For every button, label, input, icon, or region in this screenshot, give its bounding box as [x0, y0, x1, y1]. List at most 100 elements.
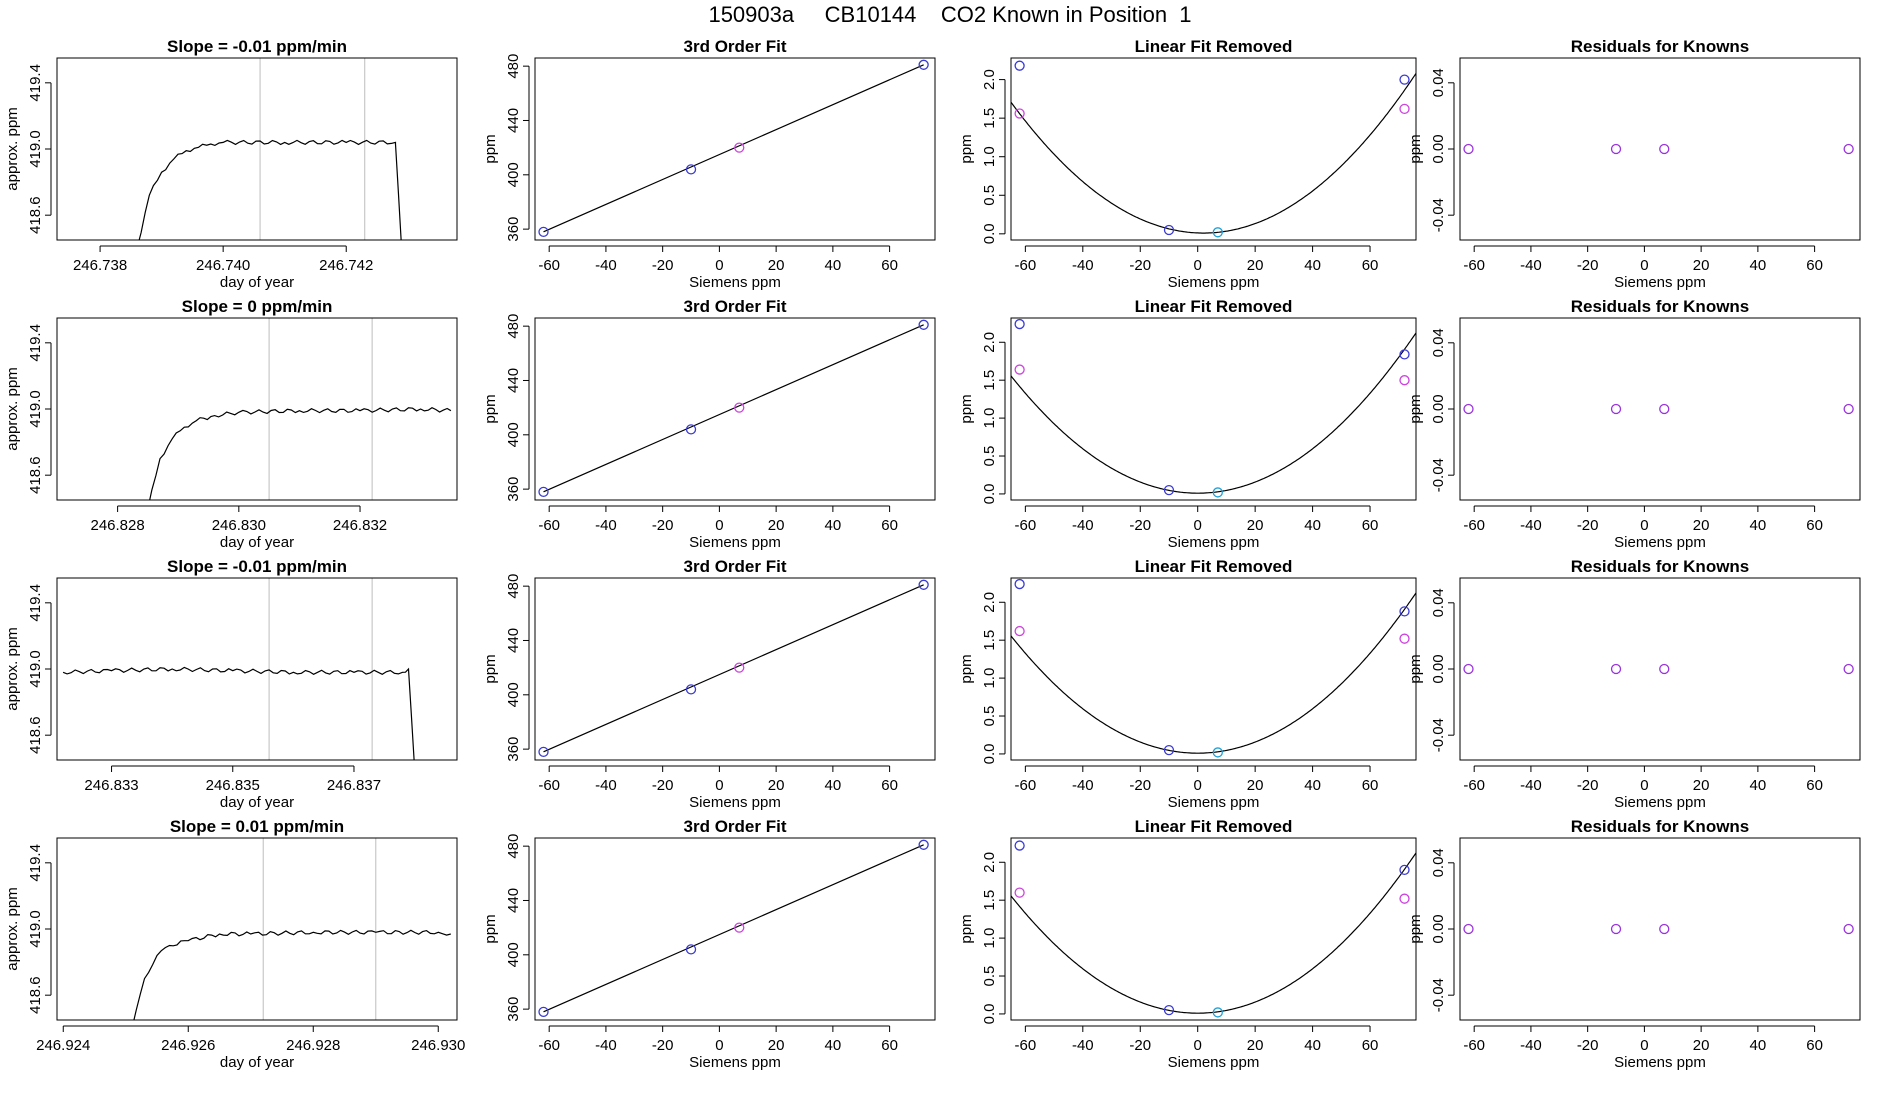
- data-point: [1399, 103, 1410, 115]
- fit-curve: [1011, 332, 1416, 494]
- x-tick-label: 246.837: [327, 777, 381, 794]
- data-point: [1399, 74, 1410, 85]
- x-tick-label: 20: [1693, 1037, 1710, 1054]
- y-tick-label: 2.0: [981, 852, 998, 873]
- y-tick-label: 440: [505, 888, 522, 913]
- x-tick-label: 0: [1640, 777, 1648, 794]
- y-tick-label: 1.5: [981, 630, 998, 651]
- y-tick-label: 400: [505, 682, 522, 707]
- data-point: [685, 164, 697, 175]
- x-tick-label: 60: [1362, 777, 1379, 794]
- chart-title: Residuals for Knowns: [1571, 557, 1750, 576]
- x-tick-label: -60: [1015, 517, 1037, 534]
- y-tick-label: 419.4: [27, 324, 44, 362]
- plot-frame: [1010, 317, 1417, 501]
- data-point: [918, 59, 929, 70]
- x-tick-label: 0: [1194, 777, 1202, 794]
- x-tick-label: 40: [1750, 777, 1767, 794]
- x-tick-label: -40: [1520, 517, 1542, 534]
- y-tick-label: 419.0: [27, 130, 44, 168]
- x-tick-label: -40: [1072, 777, 1094, 794]
- y-axis-label: ppm: [482, 134, 499, 163]
- plot-area: [62, 666, 415, 760]
- x-axis-label: Siemens ppm: [1614, 274, 1706, 291]
- data-point: [734, 142, 745, 153]
- x-axis-label: Siemens ppm: [1614, 534, 1706, 551]
- y-tick-label: 400: [505, 162, 522, 187]
- x-tick-label: 60: [1362, 517, 1379, 534]
- y-tick-label: 480: [505, 314, 522, 339]
- data-point: [1014, 108, 1025, 119]
- y-tick-label: 1.5: [981, 370, 998, 391]
- x-tick-label: -20: [652, 257, 674, 274]
- chart-r3-residual: Residuals for Knowns -60 -40 -20 0 20 40 60 Siem…: [1407, 817, 1861, 1071]
- plot-frame: [534, 577, 936, 761]
- data-point: [1610, 143, 1622, 155]
- x-tick-label: 246.926: [161, 1037, 215, 1054]
- y-tick-label: 419.4: [27, 844, 44, 882]
- plot-frame: [1459, 577, 1861, 761]
- y-tick-label: 419.0: [27, 390, 44, 428]
- data-point: [1610, 663, 1622, 675]
- x-tick-label: -60: [1463, 1037, 1485, 1054]
- figure-title: 150903a CB10144 CO2 Known in Position 1: [708, 2, 1192, 27]
- x-tick-label: 246.930: [411, 1037, 465, 1054]
- x-tick-label: -60: [538, 257, 560, 274]
- x-tick-label: -40: [1072, 517, 1094, 534]
- x-tick-label: 0: [715, 257, 723, 274]
- x-tick-label: 20: [1693, 517, 1710, 534]
- x-tick-label: 40: [825, 257, 842, 274]
- x-tick-label: 40: [825, 777, 842, 794]
- fit-curve: [1011, 73, 1416, 234]
- chart-r1-fit: 3rd Order Fit -60 -40 -20 0 20 40 60 Siemens ppm…: [482, 297, 936, 551]
- plot-frame: [56, 837, 458, 1021]
- y-tick-label: 0.00: [1430, 914, 1447, 943]
- x-tick-label: 40: [825, 517, 842, 534]
- data-point: [1014, 625, 1025, 637]
- plot-area: [1011, 332, 1416, 494]
- chart-title: Linear Fit Removed: [1135, 37, 1293, 56]
- x-axis-label: Siemens ppm: [689, 1054, 781, 1071]
- y-tick-label: 1.0: [981, 146, 998, 167]
- x-axis-label: Siemens ppm: [1614, 1054, 1706, 1071]
- x-tick-label: 20: [1247, 777, 1264, 794]
- x-axis-label: Siemens ppm: [689, 534, 781, 551]
- data-point: [1163, 224, 1175, 236]
- x-tick-label: 60: [881, 777, 898, 794]
- y-tick-label: 0.04: [1430, 588, 1447, 617]
- plot-area: [543, 324, 924, 493]
- x-tick-label: 60: [1362, 257, 1379, 274]
- y-tick-label: 480: [505, 54, 522, 79]
- data-point: [1014, 887, 1025, 898]
- y-tick-label: 1.0: [981, 668, 998, 689]
- data-point: [1610, 923, 1622, 935]
- y-axis-label: ppm: [958, 654, 975, 683]
- y-tick-label: 440: [505, 628, 522, 653]
- x-tick-label: -40: [1520, 777, 1542, 794]
- x-tick-label: 60: [881, 257, 898, 274]
- chart-r1-time: Slope = 0 ppm/min 246.828 246.830 246.832 da…: [4, 297, 458, 551]
- x-tick-label: 60: [1806, 517, 1823, 534]
- x-tick-label: 40: [1750, 1037, 1767, 1054]
- data-point: [1014, 578, 1025, 590]
- x-tick-label: 60: [1362, 1037, 1379, 1054]
- y-tick-label: 0.5: [981, 966, 998, 987]
- x-tick-label: 0: [715, 517, 723, 534]
- y-tick-label: 360: [505, 477, 522, 502]
- chart-r2-linear: Linear Fit Removed -60 -40 -20 0 20 40 60 Siemen…: [958, 557, 1417, 811]
- data-point: [1659, 663, 1670, 675]
- y-tick-label: 440: [505, 108, 522, 133]
- x-tick-label: -60: [1015, 1037, 1037, 1054]
- plot-frame: [534, 837, 936, 1021]
- y-tick-label: 0.0: [981, 223, 998, 244]
- plot-area: [1011, 73, 1416, 234]
- data-series-line: [62, 666, 415, 760]
- x-tick-label: -40: [1072, 1037, 1094, 1054]
- y-tick-label: 360: [505, 737, 522, 762]
- chart-title: 3rd Order Fit: [684, 37, 787, 56]
- plot-frame: [1010, 577, 1417, 761]
- y-tick-label: 400: [505, 422, 522, 447]
- y-tick-label: 360: [505, 217, 522, 242]
- x-axis-label: day of year: [220, 794, 294, 811]
- chart-title: Slope = -0.01 ppm/min: [167, 557, 347, 576]
